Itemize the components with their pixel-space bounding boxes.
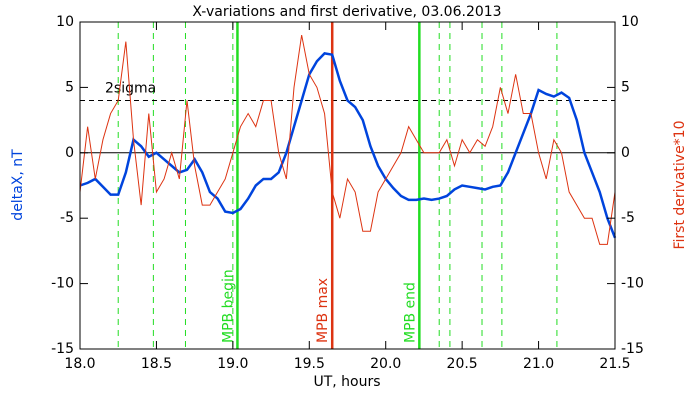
y-tick-label: 10 [56,14,74,30]
y2-tick-label: -10 [621,276,644,292]
y2-tick-label: -15 [621,341,644,357]
event-label: MPB max [315,278,331,343]
y2-tick-label: 5 [621,79,630,95]
event-label: MPB end [402,282,418,343]
y2-tick-label: 10 [621,14,639,30]
x-tick-label: 21.0 [523,356,554,372]
plot-frame [79,21,616,350]
x-tick-label: 20.0 [370,356,401,372]
y-tick-label: 5 [65,79,74,95]
x-tick-label: 18.5 [141,356,172,372]
y2-axis-label: First derivative*10 [672,120,688,249]
y-tick-label: -10 [51,276,74,292]
x-tick-label: 18.0 [64,356,95,372]
y-tick-label: 0 [65,145,74,161]
chart-title: X-variations and first derivative, 03.06… [192,4,501,20]
x-tick-label: 21.5 [599,356,630,372]
event-label: MPB begin [220,269,236,343]
y-axis-label: deltaX, nT [10,149,26,221]
y2-tick-label: -5 [621,210,635,226]
y2-tick-label: 0 [621,145,630,161]
x-tick-label: 19.5 [294,356,325,372]
series-line [79,34,616,245]
y-tick-label: -5 [60,210,74,226]
y-tick-label: -15 [51,341,74,357]
x-axis-label: UT, hours [313,374,380,390]
threshold-label: 2sigma [105,80,156,96]
x-tick-label: 19.0 [217,356,248,372]
x-tick-label: 20.5 [447,356,478,372]
series-line [79,52,617,239]
